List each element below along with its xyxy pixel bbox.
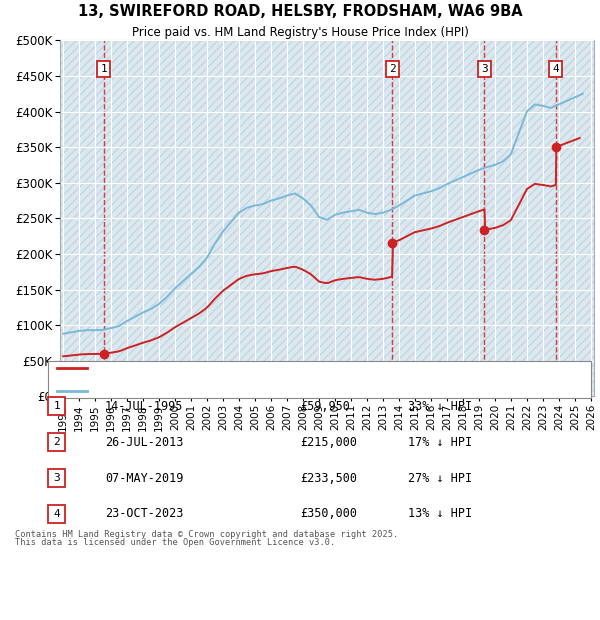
Text: 1: 1 xyxy=(53,401,60,411)
Text: 4: 4 xyxy=(53,509,60,519)
Text: This data is licensed under the Open Government Licence v3.0.: This data is licensed under the Open Gov… xyxy=(15,538,335,547)
Text: 14-JUL-1995: 14-JUL-1995 xyxy=(105,400,184,412)
Text: HPI: Average price, detached house, Cheshire West and Chester: HPI: Average price, detached house, Ches… xyxy=(93,386,443,396)
Text: 27% ↓ HPI: 27% ↓ HPI xyxy=(408,472,472,484)
Text: 33% ↓ HPI: 33% ↓ HPI xyxy=(408,400,472,412)
Text: 2: 2 xyxy=(53,437,60,447)
Text: 4: 4 xyxy=(553,64,559,74)
Text: 23-OCT-2023: 23-OCT-2023 xyxy=(105,508,184,520)
Text: 1: 1 xyxy=(100,64,107,74)
Text: 13, SWIREFORD ROAD, HELSBY, FRODSHAM, WA6 9BA (detached house): 13, SWIREFORD ROAD, HELSBY, FRODSHAM, WA… xyxy=(93,363,491,373)
Text: 07-MAY-2019: 07-MAY-2019 xyxy=(105,472,184,484)
Text: £215,000: £215,000 xyxy=(300,436,357,448)
Text: 17% ↓ HPI: 17% ↓ HPI xyxy=(408,436,472,448)
Text: 3: 3 xyxy=(481,64,488,74)
Text: £350,000: £350,000 xyxy=(300,508,357,520)
Text: 2: 2 xyxy=(389,64,395,74)
Text: 3: 3 xyxy=(53,473,60,483)
Text: Contains HM Land Registry data © Crown copyright and database right 2025.: Contains HM Land Registry data © Crown c… xyxy=(15,530,398,539)
Text: £233,500: £233,500 xyxy=(300,472,357,484)
Text: 13% ↓ HPI: 13% ↓ HPI xyxy=(408,508,472,520)
Text: 26-JUL-2013: 26-JUL-2013 xyxy=(105,436,184,448)
Text: 13, SWIREFORD ROAD, HELSBY, FRODSHAM, WA6 9BA: 13, SWIREFORD ROAD, HELSBY, FRODSHAM, WA… xyxy=(77,4,523,19)
Text: £59,950: £59,950 xyxy=(300,400,350,412)
Text: Price paid vs. HM Land Registry's House Price Index (HPI): Price paid vs. HM Land Registry's House … xyxy=(131,26,469,39)
